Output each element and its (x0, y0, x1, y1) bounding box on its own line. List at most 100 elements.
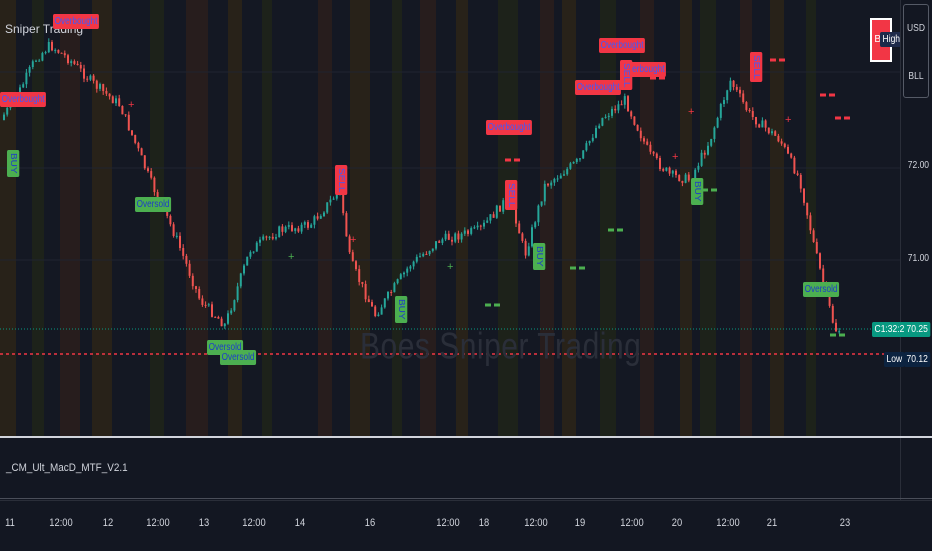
candle-body (105, 90, 108, 94)
signal-label-overbought: Overbought (53, 14, 100, 29)
candle-body (137, 142, 140, 149)
time-axis-divider (0, 498, 932, 499)
candle-body (569, 163, 572, 169)
price-chart-canvas[interactable]: + + + + + + + (0, 0, 900, 436)
candle-body (412, 261, 415, 267)
candle-body (332, 198, 335, 200)
last-price-tag: 70.25 (904, 322, 931, 337)
candle-body (703, 152, 706, 155)
time-axis-label: 20 (671, 517, 683, 529)
candle-body (675, 170, 677, 176)
candle-body (207, 304, 210, 306)
candle-body (371, 302, 373, 307)
candle-body (707, 145, 709, 155)
candle-body (838, 331, 841, 333)
candle-body (409, 266, 412, 269)
pane-divider[interactable] (0, 436, 932, 438)
candle-body (6, 107, 9, 115)
candle-body (374, 306, 377, 317)
candle-body (239, 273, 242, 287)
low-label-tag: Low (884, 352, 905, 367)
candle-body (310, 224, 313, 228)
session-stripe (540, 0, 554, 436)
candle-body (467, 230, 469, 234)
session-stripe (392, 0, 402, 436)
candle-body (127, 114, 130, 131)
candle-body (793, 157, 796, 174)
candle-body (822, 268, 825, 283)
time-axis[interactable]: 11 12:00 12 12:00 13 12:00 14 16 12:00 18 12:00 19 1… (0, 500, 932, 551)
candle-body (735, 86, 738, 90)
unit-label: BLL (908, 71, 924, 82)
candle-body (415, 256, 418, 262)
candle-body (659, 157, 661, 170)
session-stripe (420, 0, 436, 436)
candle-body (403, 272, 405, 275)
candle-body (271, 236, 274, 239)
price-axis-label: 71.00 (907, 253, 929, 264)
candle-body (604, 116, 607, 118)
candle-body (217, 316, 220, 319)
candle-body (438, 241, 441, 243)
candle-body (534, 222, 537, 228)
candle-body (387, 291, 389, 299)
candle-body (102, 84, 105, 91)
candle-body (275, 237, 277, 239)
cross-marker: + (785, 114, 791, 126)
candle-body (345, 213, 348, 237)
candle-body (259, 239, 261, 243)
candle-body (342, 188, 345, 214)
indicator-pane[interactable]: _CM_Ult_MacD_MTF_V2.1 (0, 438, 900, 500)
candle-body (748, 109, 751, 112)
signal-label-overbought: Overbought (0, 92, 47, 107)
session-stripe (770, 0, 784, 436)
candle-body (355, 261, 357, 270)
candle-body (297, 228, 300, 232)
candle-body (431, 248, 434, 251)
candle-body (278, 226, 281, 238)
session-stripe (456, 0, 468, 436)
candle-body (828, 290, 831, 306)
candle-body (230, 310, 233, 314)
candle-body (550, 182, 553, 186)
candle-body (681, 181, 684, 183)
low-price-tag: 70.12 (904, 352, 931, 367)
cross-marker: + (128, 99, 134, 111)
candle-body (380, 307, 383, 315)
candle-body (767, 127, 770, 134)
session-stripe (228, 0, 242, 436)
time-axis-label: 14 (294, 517, 306, 529)
candle-body (28, 67, 31, 73)
cross-marker: + (288, 251, 294, 263)
candle-body (815, 241, 818, 254)
candle-body (662, 169, 665, 171)
candle-body (729, 80, 732, 91)
candle-body (227, 313, 229, 324)
candle-body (268, 236, 271, 238)
candle-body (179, 235, 181, 248)
candle-body (668, 167, 671, 174)
candle-body (249, 252, 252, 257)
price-axis-label: 72.00 (907, 160, 929, 171)
candle-body (457, 233, 460, 240)
session-stripe (186, 0, 208, 436)
currency-unit-button[interactable]: USD BLL (903, 4, 929, 98)
time-axis-label: 12:00 (146, 517, 170, 529)
candle-body (198, 289, 201, 299)
candle-body (246, 256, 249, 266)
candle-body (214, 316, 217, 318)
candle-body (111, 96, 114, 104)
candle-body (323, 212, 325, 217)
candle-body (377, 314, 380, 317)
candle-body (243, 265, 245, 274)
candle-body (713, 127, 716, 139)
price-chart-pane[interactable]: + + + + + + + Sniper Trading Boes Sniper Tradi… (0, 0, 900, 436)
indicator-pane-title[interactable]: _CM_Ult_MacD_MTF_V2.1 (6, 462, 128, 474)
time-axis-label: 13 (198, 517, 210, 529)
candle-body (655, 153, 658, 158)
candle-body (281, 226, 284, 232)
candle-body (95, 80, 98, 89)
high-price-tag: High (880, 32, 903, 47)
candle-body (358, 269, 361, 282)
time-axis-label: 12:00 (242, 517, 266, 529)
